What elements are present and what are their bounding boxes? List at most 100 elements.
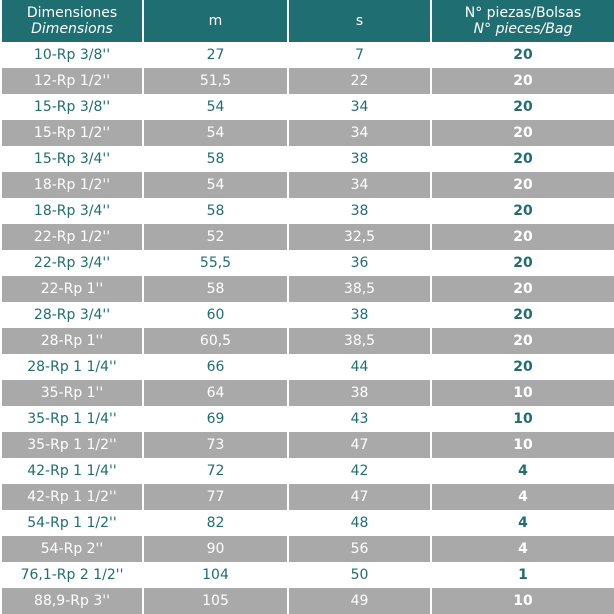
table-cell: 10 xyxy=(430,380,614,406)
table-row: 35-Rp 1 1/4'' 69 43 10 xyxy=(0,406,614,432)
table-cell: 38 xyxy=(287,380,432,406)
table-cell: 4 xyxy=(430,484,614,510)
table-cell: 20 xyxy=(430,172,614,198)
header-row: Dimensiones Dimensions m s N° piezas/Bolsas N… xyxy=(0,0,614,42)
table-cell: 54-Rp 1 1/2'' xyxy=(0,510,144,536)
table-cell: 4 xyxy=(430,536,614,562)
table-cell: 15-Rp 3/4'' xyxy=(0,146,144,172)
table-cell: 20 xyxy=(430,328,614,354)
header-cell: N° piezas/Bolsas N° pieces/Bag xyxy=(430,0,614,42)
header-cell: s xyxy=(287,0,432,42)
table-cell: 18-Rp 3/4'' xyxy=(0,198,144,224)
table-cell: 82 xyxy=(142,510,289,536)
header-subtitle: Dimensions xyxy=(31,21,113,37)
table-cell: 38 xyxy=(287,146,432,172)
table-cell: 20 xyxy=(430,302,614,328)
table-cell: 38 xyxy=(287,302,432,328)
table-cell: 4 xyxy=(430,458,614,484)
header-title: s xyxy=(355,13,364,29)
table-cell: 105 xyxy=(142,588,289,614)
table-cell: 48 xyxy=(287,510,432,536)
table-row: 22-Rp 1/2'' 52 32,5 20 xyxy=(0,224,614,250)
table-cell: 90 xyxy=(142,536,289,562)
table-cell: 35-Rp 1'' xyxy=(0,380,144,406)
table-row: 54-Rp 2'' 90 56 4 xyxy=(0,536,614,562)
table-cell: 104 xyxy=(142,562,289,588)
table-cell: 20 xyxy=(430,224,614,250)
table-cell: 72 xyxy=(142,458,289,484)
table-cell: 58 xyxy=(142,276,289,302)
table-row: 88,9-Rp 3'' 105 49 10 xyxy=(0,588,614,614)
table-cell: 42 xyxy=(287,458,432,484)
table-row: 42-Rp 1 1/4'' 72 42 4 xyxy=(0,458,614,484)
table-cell: 18-Rp 1/2'' xyxy=(0,172,144,198)
header-title: m xyxy=(208,13,223,29)
table-row: 54-Rp 1 1/2'' 82 48 4 xyxy=(0,510,614,536)
table-cell: 27 xyxy=(142,42,289,68)
table-row: 76,1-Rp 2 1/2'' 104 50 1 xyxy=(0,562,614,588)
table-row: 18-Rp 3/4'' 58 38 20 xyxy=(0,198,614,224)
table-cell: 73 xyxy=(142,432,289,458)
table-cell: 54 xyxy=(142,172,289,198)
table-cell: 42-Rp 1 1/4'' xyxy=(0,458,144,484)
table-cell: 77 xyxy=(142,484,289,510)
header-cell: m xyxy=(142,0,289,42)
table-row: 10-Rp 3/8'' 27 7 20 xyxy=(0,42,614,68)
table-row: 22-Rp 3/4'' 55,5 36 20 xyxy=(0,250,614,276)
table-cell: 35-Rp 1 1/2'' xyxy=(0,432,144,458)
table-cell: 20 xyxy=(430,146,614,172)
table-cell: 35-Rp 1 1/4'' xyxy=(0,406,144,432)
table-cell: 38 xyxy=(287,198,432,224)
table-row: 35-Rp 1'' 64 38 10 xyxy=(0,380,614,406)
table-row: 15-Rp 3/4'' 58 38 20 xyxy=(0,146,614,172)
table-cell: 10 xyxy=(430,432,614,458)
table-cell: 52 xyxy=(142,224,289,250)
table-cell: 76,1-Rp 2 1/2'' xyxy=(0,562,144,588)
table-cell: 34 xyxy=(287,94,432,120)
table-cell: 51,5 xyxy=(142,68,289,94)
table-row: 28-Rp 1 1/4'' 66 44 20 xyxy=(0,354,614,380)
table-cell: 55,5 xyxy=(142,250,289,276)
header-subtitle: N° pieces/Bag xyxy=(473,21,573,37)
table-cell: 50 xyxy=(287,562,432,588)
table-cell: 32,5 xyxy=(287,224,432,250)
header-cell: Dimensiones Dimensions xyxy=(0,0,144,42)
table-cell: 60 xyxy=(142,302,289,328)
header-title: N° piezas/Bolsas xyxy=(464,5,582,21)
table-row: 35-Rp 1 1/2'' 73 47 10 xyxy=(0,432,614,458)
table-cell: 10 xyxy=(430,588,614,614)
table-cell: 28-Rp 3/4'' xyxy=(0,302,144,328)
table-cell: 28-Rp 1 1/4'' xyxy=(0,354,144,380)
table-cell: 56 xyxy=(287,536,432,562)
table-cell: 49 xyxy=(287,588,432,614)
table-cell: 10-Rp 3/8'' xyxy=(0,42,144,68)
table-cell: 42-Rp 1 1/2'' xyxy=(0,484,144,510)
table-cell: 34 xyxy=(287,172,432,198)
table-cell: 22 xyxy=(287,68,432,94)
table-row: 15-Rp 1/2'' 54 34 20 xyxy=(0,120,614,146)
table-cell: 20 xyxy=(430,68,614,94)
table-cell: 15-Rp 1/2'' xyxy=(0,120,144,146)
table-cell: 20 xyxy=(430,42,614,68)
table-cell: 66 xyxy=(142,354,289,380)
table-cell: 20 xyxy=(430,354,614,380)
table-cell: 88,9-Rp 3'' xyxy=(0,588,144,614)
table-cell: 12-Rp 1/2'' xyxy=(0,68,144,94)
table-cell: 22-Rp 1'' xyxy=(0,276,144,302)
table-cell: 20 xyxy=(430,276,614,302)
table-row: 28-Rp 3/4'' 60 38 20 xyxy=(0,302,614,328)
table-row: 12-Rp 1/2'' 51,5 22 20 xyxy=(0,68,614,94)
table-cell: 38,5 xyxy=(287,328,432,354)
table-cell: 15-Rp 3/8'' xyxy=(0,94,144,120)
table-row: 18-Rp 1/2'' 54 34 20 xyxy=(0,172,614,198)
header-title: Dimensiones xyxy=(26,5,118,21)
table-cell: 20 xyxy=(430,250,614,276)
table-cell: 36 xyxy=(287,250,432,276)
table-cell: 10 xyxy=(430,406,614,432)
table-cell: 54 xyxy=(142,120,289,146)
table-cell: 22-Rp 3/4'' xyxy=(0,250,144,276)
table-row: 15-Rp 3/8'' 54 34 20 xyxy=(0,94,614,120)
table-cell: 54-Rp 2'' xyxy=(0,536,144,562)
